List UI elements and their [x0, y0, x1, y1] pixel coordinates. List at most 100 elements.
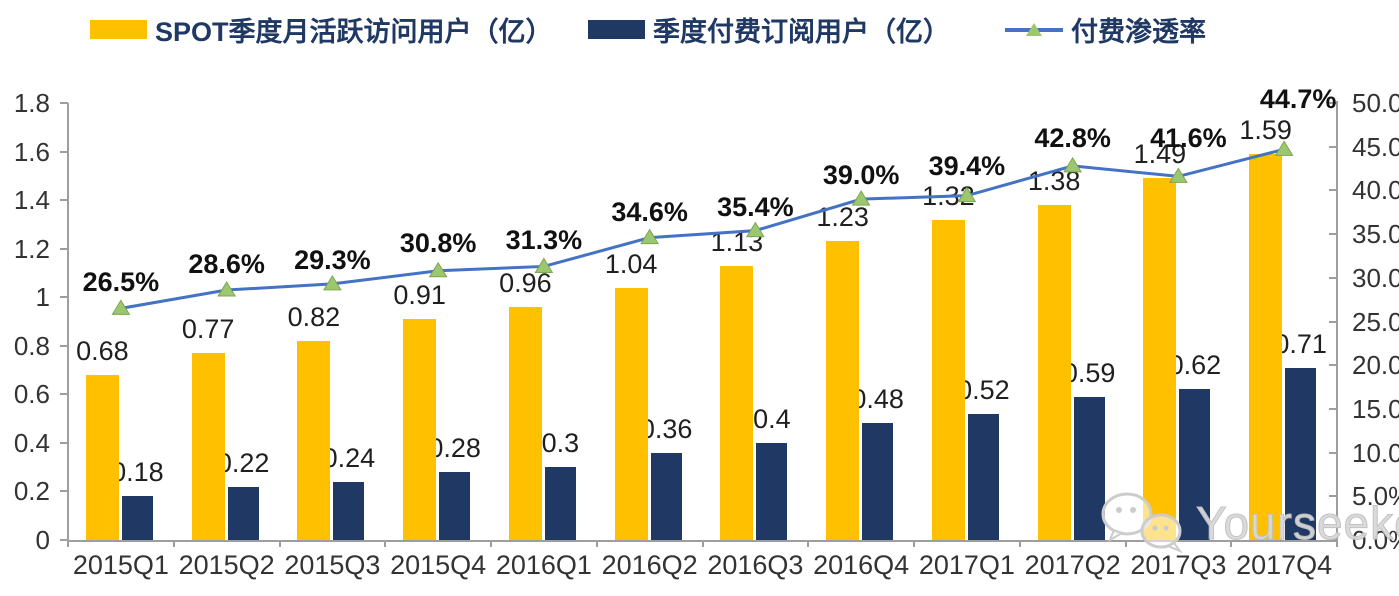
x-axis-tick	[278, 540, 281, 547]
penetration-value-label: 39.0%	[822, 160, 900, 191]
penetration-value-label: 35.4%	[717, 191, 794, 222]
y-axis-left	[67, 103, 69, 540]
x-axis-tick	[1018, 540, 1021, 547]
line-marker-icon	[1168, 167, 1188, 183]
bar-mau	[931, 219, 965, 540]
x-axis-category-label: 2016Q3	[707, 550, 804, 580]
bar-mau-value-label: 0.96	[499, 267, 552, 298]
bar-subscribers-value-label: 0.48	[851, 384, 904, 415]
y-axis-left-tick	[60, 344, 68, 347]
y-axis-left-tick	[60, 296, 68, 299]
y-axis-left-label: 0.8	[13, 330, 50, 361]
x-axis-category-label: 2017Q2	[1024, 550, 1121, 580]
y-axis-right-tick	[1329, 320, 1337, 323]
y-axis-left-tick	[60, 441, 68, 444]
x-axis-tick	[807, 540, 810, 547]
wechat-icon	[1101, 492, 1183, 554]
x-axis-category-label: 2015Q3	[284, 550, 381, 580]
penetration-value-label: 42.8%	[1034, 122, 1111, 153]
bar-subscribers	[862, 423, 894, 540]
bar-subscribers-value-label: 0.4	[753, 403, 791, 434]
y-axis-left-tick	[60, 247, 68, 250]
x-axis-tick	[595, 540, 598, 547]
y-axis-right	[1336, 101, 1338, 540]
line-marker-icon	[1063, 156, 1083, 173]
y-axis-right-tick	[1329, 276, 1337, 279]
bar-subscribers-value-label: 0.59	[1062, 357, 1116, 388]
y-axis-right-label: 40.0%	[1352, 175, 1399, 206]
bar-mau	[85, 374, 119, 540]
x-axis-tick	[384, 540, 387, 547]
bar-mau	[191, 353, 225, 540]
y-axis-right-label: 25.0%	[1352, 306, 1399, 337]
x-axis-tick	[701, 540, 704, 547]
bar-mau-value-label: 0.82	[287, 301, 341, 332]
y-axis-right-tick	[1329, 233, 1337, 236]
x-axis-category-label: 2015Q2	[178, 550, 275, 580]
line-marker-icon	[111, 299, 131, 315]
bar-subscribers	[1285, 367, 1317, 540]
x-axis-tick	[1124, 540, 1127, 547]
bar-mau-value-label: 1.23	[816, 202, 869, 233]
y-axis-left-label: 1.6	[13, 136, 50, 167]
x-axis-tick	[1230, 540, 1233, 547]
x-axis-tick	[172, 540, 175, 547]
bar-mau-value-label: 1.49	[1133, 139, 1187, 170]
bar-mau	[508, 306, 542, 540]
bar-mau-value-label: 1.59	[1239, 114, 1292, 145]
bar-subscribers-value-label: 0.62	[1168, 350, 1222, 381]
bar-subscribers	[1073, 396, 1105, 540]
legend-line-marker-icon	[1005, 20, 1063, 39]
x-axis-category-label: 2016Q2	[601, 550, 698, 580]
x-axis-category-label: 2016Q1	[495, 550, 592, 580]
bar-mau-value-label: 1.04	[604, 248, 658, 279]
penetration-value-label: 28.6%	[188, 249, 265, 280]
y-axis-left-tick	[60, 490, 68, 493]
line-marker-icon	[745, 221, 765, 238]
line-marker-icon	[957, 186, 977, 203]
y-axis-right-tick	[1329, 407, 1337, 410]
y-axis-left-label: 0	[35, 525, 50, 555]
bar-mau	[826, 241, 860, 540]
y-axis-right-tick	[1329, 102, 1337, 104]
penetration-value-label: 30.8%	[399, 227, 477, 258]
penetration-value-label: 34.6%	[611, 196, 688, 227]
bar-subscribers-value-label: 0.52	[957, 374, 1010, 405]
bar-mau	[720, 265, 754, 540]
y-axis-left-label: 0.6	[13, 379, 50, 410]
y-axis-left-label: 0.2	[13, 476, 50, 507]
line-marker-icon	[322, 274, 342, 291]
y-axis-right-label: 45.0%	[1352, 131, 1399, 162]
legend-item-mau: SPOT季度月活跃访问用户（亿）	[90, 14, 553, 47]
y-axis-right-label: 0.0%	[1352, 525, 1399, 555]
bar-subscribers	[1179, 389, 1211, 540]
penetration-value-label: 26.5%	[82, 267, 160, 298]
y-axis-left-tick	[60, 393, 68, 396]
y-axis-right-tick	[1329, 495, 1337, 498]
x-axis-tick	[1336, 540, 1338, 547]
y-axis-right-tick	[1329, 145, 1337, 148]
bar-subscribers	[121, 496, 153, 540]
y-axis-right-label: 35.0%	[1352, 219, 1399, 250]
line-marker-icon	[1274, 140, 1294, 156]
watermark: Yourseeker	[1100, 488, 1399, 558]
bar-mau	[403, 319, 437, 540]
penetration-value-label: 31.3%	[505, 225, 583, 256]
penetration-value-label: 41.6%	[1150, 123, 1227, 154]
bar-mau	[1037, 204, 1071, 540]
y-axis-left-tick	[60, 539, 68, 541]
y-axis-right-label: 30.0%	[1352, 262, 1399, 293]
y-axis-right-tick	[1329, 451, 1337, 454]
y-axis-right-label: 10.0%	[1352, 437, 1399, 468]
line-marker-icon	[640, 228, 660, 245]
legend-label-mau: SPOT季度月活跃访问用户（亿）	[155, 16, 553, 47]
penetration-value-label: 44.7%	[1259, 84, 1337, 115]
y-axis-left-tick	[60, 199, 68, 202]
bar-subscribers	[227, 486, 259, 540]
legend-item-penetration: 付费渗透率	[1005, 14, 1206, 47]
x-axis-category-label: 2017Q1	[918, 550, 1015, 580]
bar-mau-value-label: 0.91	[393, 280, 446, 311]
y-axis-left-label: 1	[35, 282, 50, 313]
